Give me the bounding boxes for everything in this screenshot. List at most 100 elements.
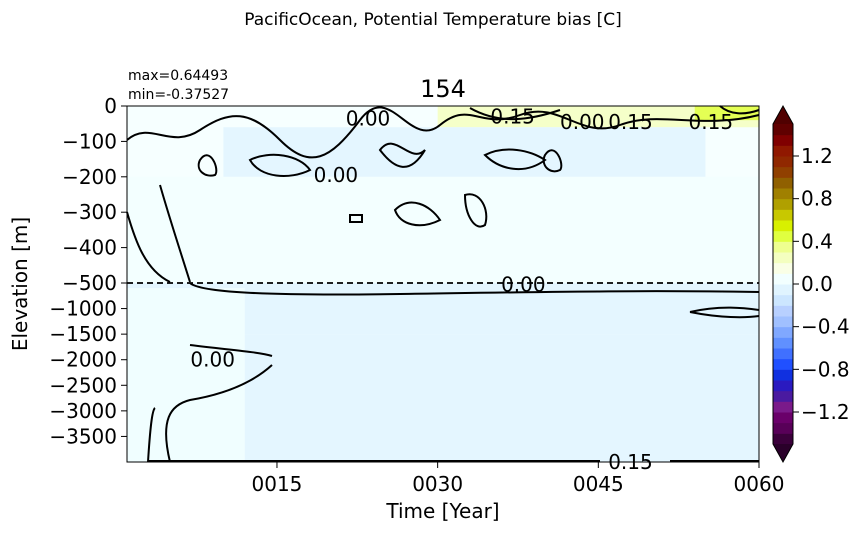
colorbar-tick-label: 0.0 [801,272,833,296]
x-tick-label: 0015 [252,472,303,496]
contour-line [542,149,563,173]
contour-label: 0.15 [689,110,734,134]
colorbar-level [773,188,793,200]
colorbar-level [773,273,793,285]
bias-region [127,176,759,283]
colorbar-level [773,209,793,221]
colorbar-level [773,390,793,402]
contour-label: 0.00 [501,273,546,297]
contour-label: 0.15 [490,105,535,129]
colorbar-level [773,252,793,264]
colorbar-level [773,241,793,253]
colorbar-tick-label: 0.8 [801,187,833,211]
colorbar-tick-label: −1.2 [801,400,850,424]
colorbar-level [773,166,793,178]
colorbar-level [773,156,793,168]
contour-line [469,107,561,121]
y-tick-label: −500 [62,271,117,295]
colorbar-level [773,380,793,392]
colorbar-tick-label: −0.8 [801,357,850,381]
contour-line [147,407,156,463]
y-tick-label: −100 [62,129,117,153]
y-tick-label: −2000 [49,348,117,372]
colorbar-level [773,412,793,424]
y-tick-label: −1500 [49,322,117,346]
stats-min-label: min=-0.37527 [128,87,229,103]
colorbar-level [773,145,793,157]
colorbar-level [773,134,793,146]
colorbar-tick-label: 0.4 [801,229,833,253]
contour-label: 0.15 [608,110,653,134]
contour-line [349,214,363,223]
contour-line [378,142,426,168]
x-tick-label: 0060 [734,472,785,496]
contour-label: 0.00 [346,106,391,130]
heatmap-plot-area: 0.00 0.15 0.00 0.15 0.150.000.000.000.15 [126,105,760,474]
colorbar-level [773,198,793,210]
contour-line [393,201,442,227]
bias-region [223,127,706,177]
bias-region [437,106,759,128]
contour-line [189,344,273,357]
y-tick-label: 0 [104,94,117,118]
contour-line [159,184,191,283]
colorbar-level [773,369,793,381]
y-tick-label: −400 [62,236,117,260]
colorbar-level [773,433,793,445]
plot-frame [126,105,760,463]
x-tick-label: 0030 [412,472,463,496]
y-tick-label: −200 [62,165,117,189]
colorbar-level [773,220,793,232]
stats-max-label: max=0.64493 [128,68,228,84]
colorbar-level [773,124,793,136]
colorbar: 1.2 0.8 0.4 0.0 −0.4 −0.8 −1.2 [772,104,850,464]
colorbar-level [773,177,793,189]
y-tick-label: −1000 [49,297,117,321]
contour-label: 0.00 [190,348,235,372]
y-axis-label: Elevation [m] [8,217,32,351]
y-axis: 0 −100 −200 −300 −400 −500−1000−1500−2000−250… [49,94,127,448]
y-tick-label: −3000 [49,399,117,423]
colorbar-level [773,401,793,413]
contour-line [248,153,312,177]
colorbar-level [773,316,793,328]
colorbar-level [773,326,793,338]
colorbar-under-arrow [773,444,793,462]
colorbar-tick-label: 1.2 [801,144,833,168]
colorbar-level [773,294,793,306]
colorbar-level [773,422,793,434]
bias-region [127,288,245,462]
x-axis: 0015 0030 0045 0060 [252,462,785,496]
x-axis-label: Time [Year] [385,499,499,523]
contour-line [689,306,760,313]
colorbar-level [773,284,793,296]
colorbar-tick-label: −0.4 [801,315,850,339]
bias-region [694,106,759,121]
x-tick-label: 0045 [573,472,624,496]
contour-label: 0.00 [560,110,605,134]
plot-title: 154 [420,75,466,103]
contour-line [719,105,760,115]
colorbar-frame [772,104,794,464]
colorbar-level [773,348,793,360]
colorbar-over-arrow [773,106,793,124]
y-tick-label: −300 [62,200,117,224]
contour-line [126,211,171,283]
colorbar-level [773,262,793,274]
contour-label: 0.00 [314,163,359,187]
contour-line [126,106,760,159]
contour-line [463,193,488,228]
contour-line [689,311,760,319]
contour-line [483,148,547,171]
colorbar-level [773,230,793,242]
contour-lines [126,105,760,463]
colorbar-level [773,337,793,349]
colorbar-level [773,358,793,370]
contour-line [197,154,218,177]
contour-line [165,364,273,463]
figure-suptitle: PacificOcean, Potential Temperature bias… [244,10,622,30]
contour-line [189,282,760,296]
y-tick-label: −3500 [49,424,117,448]
y-tick-label: −2500 [49,373,117,397]
